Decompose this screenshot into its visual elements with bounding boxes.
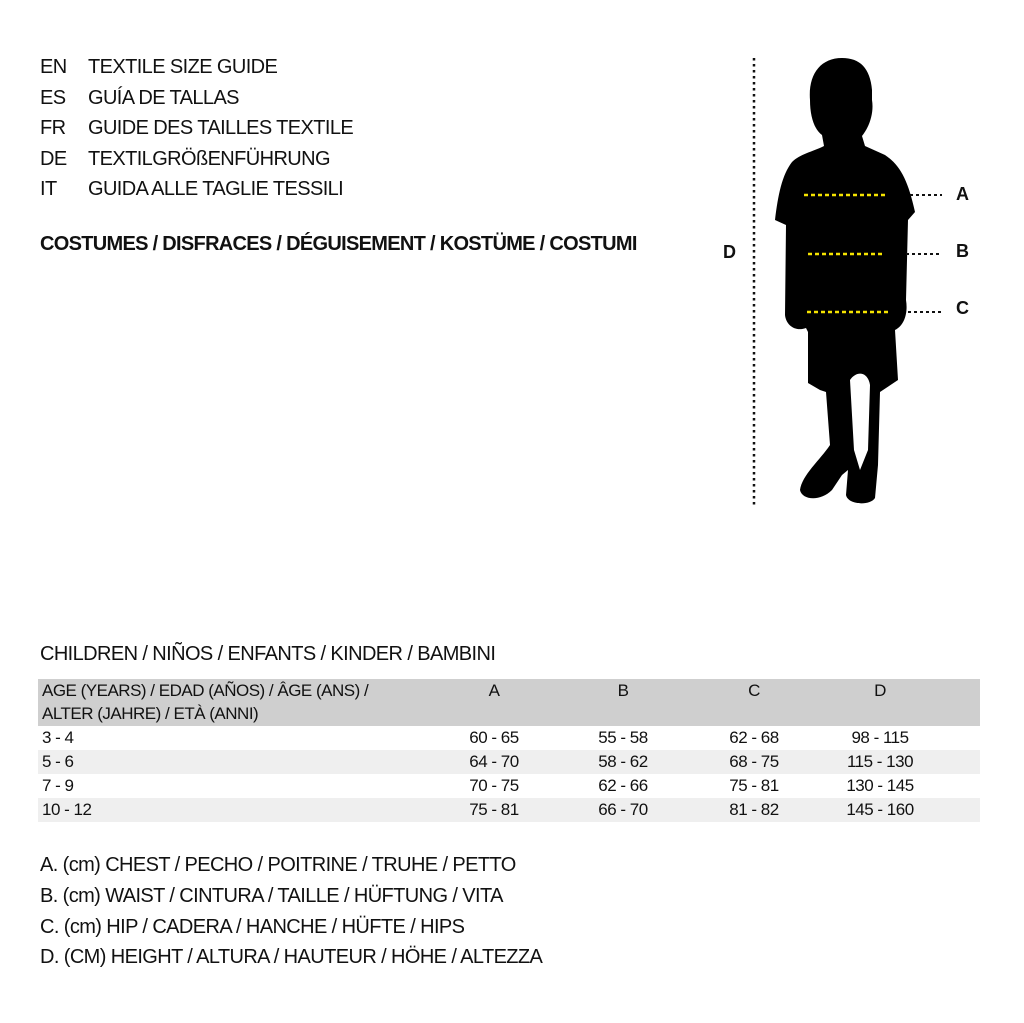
cell-age: 5 - 6 (42, 752, 74, 771)
label-b: B (956, 241, 969, 261)
lang-code: DE (40, 148, 67, 170)
legend-item: C. (cm) HIP / CADERA / HANCHE / HÜFTE / … (40, 916, 465, 938)
guide-title: GUÍA DE TALLAS (88, 87, 240, 109)
cell-c: 81 - 82 (729, 800, 779, 819)
cell-b: 62 - 66 (598, 776, 648, 795)
header-d: D (874, 681, 886, 700)
legend-item: A. (cm) CHEST / PECHO / POITRINE / TRUHE… (40, 854, 516, 876)
table-row: 3 - 4 60 - 65 55 - 58 62 - 68 98 - 115 (38, 726, 980, 750)
lang-code: IT (40, 178, 57, 200)
cell-b: 66 - 70 (598, 800, 648, 819)
label-a: A (956, 184, 969, 204)
cell-a: 64 - 70 (469, 752, 519, 771)
label-d: D (723, 242, 736, 262)
table-row: 10 - 12 75 - 81 66 - 70 81 - 82 145 - 16… (38, 798, 980, 822)
cell-a: 60 - 65 (469, 728, 519, 747)
table-row: 5 - 6 64 - 70 58 - 62 68 - 75 115 - 130 (38, 750, 980, 774)
cell-c: 68 - 75 (729, 752, 779, 771)
cell-d: 98 - 115 (851, 728, 909, 747)
cell-b: 58 - 62 (598, 752, 648, 771)
silhouette-shape (775, 58, 915, 504)
cell-a: 75 - 81 (469, 800, 519, 819)
lang-code: EN (40, 56, 67, 78)
cell-age: 3 - 4 (42, 728, 74, 747)
header-age-line2: ALTER (JAHRE) / ETÀ (ANNI) (42, 704, 259, 723)
guide-title: GUIDA ALLE TAGLIE TESSILI (88, 178, 344, 200)
cell-a: 70 - 75 (469, 776, 519, 795)
size-table: AGE (YEARS) / EDAD (AÑOS) / ÂGE (ANS) / … (38, 679, 980, 822)
category-heading: COSTUMES / DISFRACES / DÉGUISEMENT / KOS… (40, 233, 637, 255)
audience-heading: CHILDREN / NIÑOS / ENFANTS / KINDER / BA… (40, 643, 496, 665)
header-age-line1: AGE (YEARS) / EDAD (AÑOS) / ÂGE (ANS) / (42, 681, 369, 700)
legend-item: B. (cm) WAIST / CINTURA / TAILLE / HÜFTU… (40, 885, 503, 907)
cell-age: 7 - 9 (42, 776, 74, 795)
cell-d: 130 - 145 (846, 776, 914, 795)
legend-item: D. (CM) HEIGHT / ALTURA / HAUTEUR / HÖHE… (40, 946, 543, 968)
cell-d: 115 - 130 (846, 752, 914, 771)
cell-d: 145 - 160 (846, 800, 914, 819)
label-c: C (956, 298, 969, 318)
child-silhouette (752, 58, 942, 505)
lang-code: ES (40, 87, 66, 109)
cell-c: 62 - 68 (729, 728, 779, 747)
guide-title: TEXTILGRÖßENFÜHRUNG (88, 148, 331, 170)
cell-c: 75 - 81 (729, 776, 779, 795)
table-header: AGE (YEARS) / EDAD (AÑOS) / ÂGE (ANS) / … (38, 679, 980, 726)
cell-b: 55 - 58 (598, 728, 648, 747)
guide-title: GUIDE DES TAILLES TEXTILE (88, 117, 354, 139)
lang-code: FR (40, 117, 66, 139)
cell-age: 10 - 12 (42, 800, 92, 819)
table-row: 7 - 9 70 - 75 62 - 66 75 - 81 130 - 145 (38, 774, 980, 798)
child-silhouette-figure: A B C D (720, 50, 990, 515)
header-b: B (617, 681, 629, 700)
guide-title: TEXTILE SIZE GUIDE (88, 56, 278, 78)
header-a: A (488, 681, 500, 700)
header-c: C (748, 681, 760, 700)
